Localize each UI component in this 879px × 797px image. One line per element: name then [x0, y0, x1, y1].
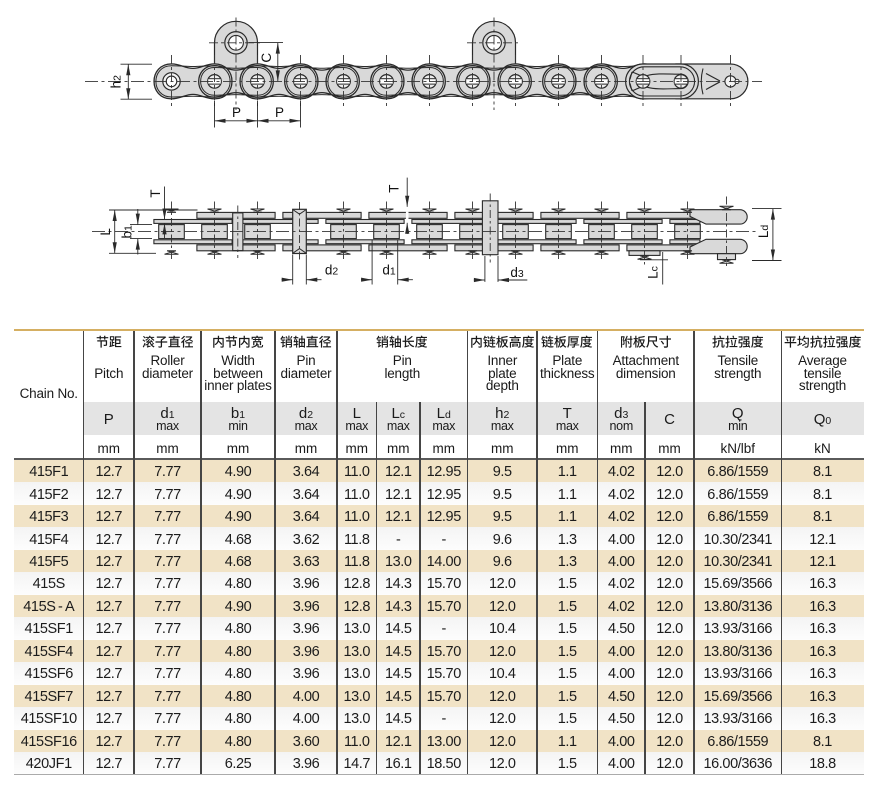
svg-text:d1: d1	[382, 263, 396, 278]
svg-text:d3: d3	[510, 265, 524, 280]
svg-text:d2: d2	[325, 263, 339, 278]
svg-text:Ld: Ld	[756, 225, 771, 239]
svg-text:P: P	[232, 105, 241, 120]
svg-text:Lc: Lc	[646, 266, 661, 279]
svg-text:h2: h2	[109, 75, 124, 89]
svg-text:b1: b1	[120, 225, 135, 239]
svg-text:P: P	[275, 105, 284, 120]
svg-text:L: L	[98, 228, 113, 236]
svg-text:C: C	[259, 53, 274, 63]
svg-text:T: T	[148, 189, 163, 197]
svg-text:T: T	[387, 184, 402, 192]
